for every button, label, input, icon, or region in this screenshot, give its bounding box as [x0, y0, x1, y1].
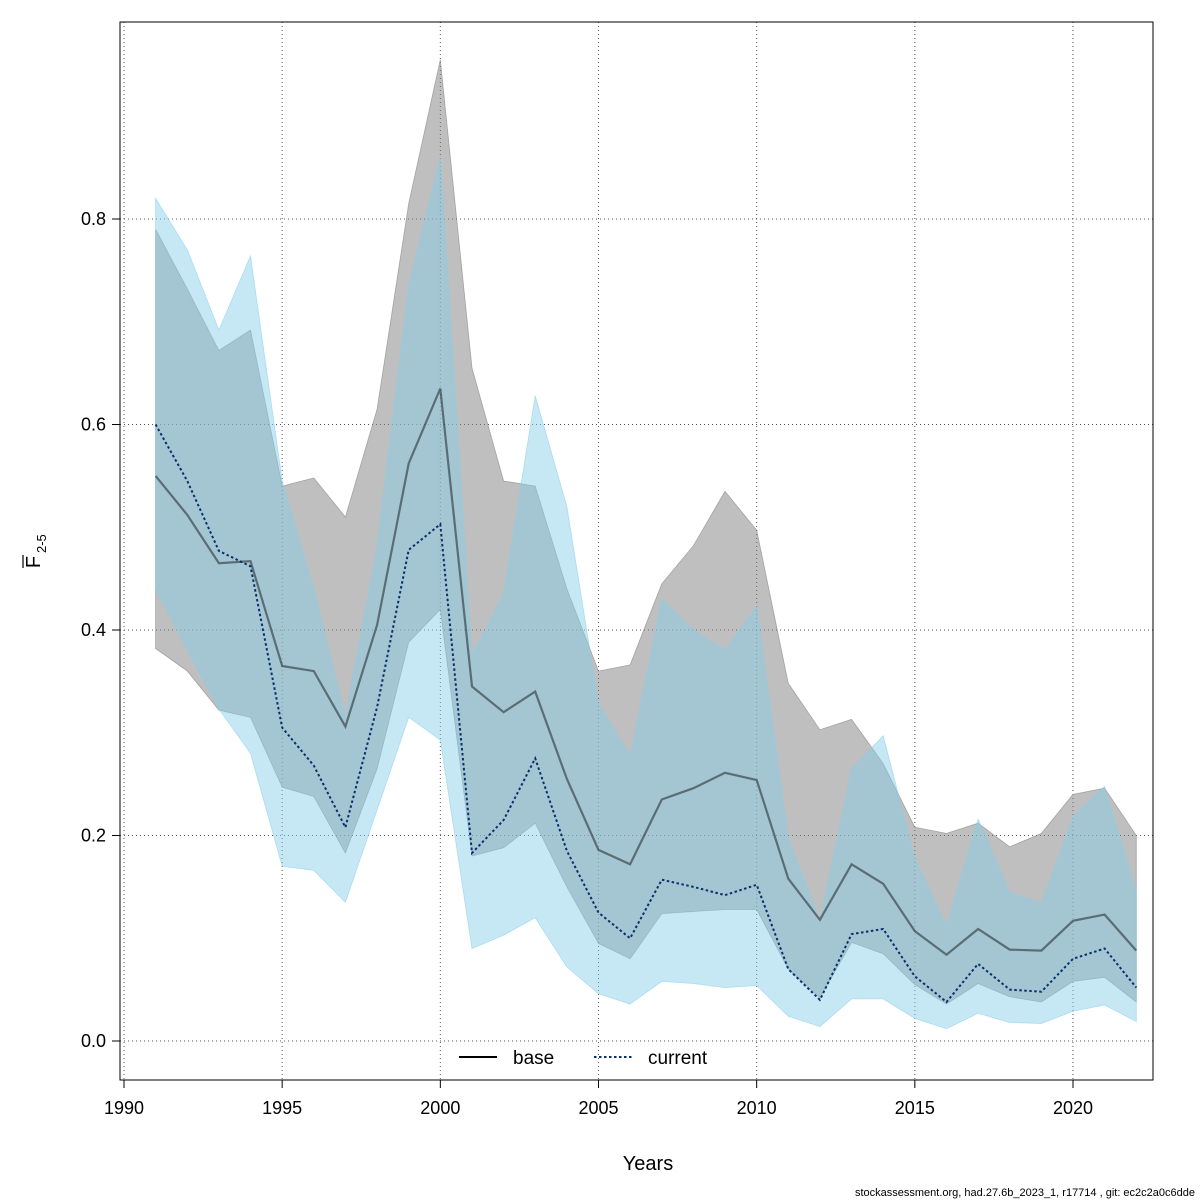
x-tick-label: 2020: [1053, 1098, 1093, 1118]
x-tick-label: 1990: [104, 1098, 144, 1118]
y-tick-label: 0.6: [81, 415, 106, 435]
x-tick-label: 2005: [578, 1098, 618, 1118]
confidence-bands: [155, 59, 1137, 1030]
legend: base current: [459, 1048, 708, 1069]
x-tick-label: 1995: [262, 1098, 302, 1118]
axes: 1990 1995 2000 2005 2010 2015 2020 0.0 0.2 0.4 0.6…: [81, 209, 1093, 1118]
y-axis-title: F 2-5: [22, 534, 49, 568]
confidence-band-current: [155, 157, 1137, 1030]
y-axis-title-main: F: [23, 556, 45, 568]
x-tick-label: 2000: [420, 1098, 460, 1118]
series-line-current: [154, 424, 1138, 1004]
y-tick-label: 0.8: [81, 209, 106, 229]
y-tick-label: 0.2: [81, 826, 106, 846]
y-tick-label: 0.4: [81, 620, 106, 640]
footer-text: stockassessment.org, had.27.6b_2023_1, r…: [855, 1187, 1195, 1199]
x-tick-label: 2010: [737, 1098, 777, 1118]
series-lines: [154, 388, 1138, 1004]
x-axis-title: Years: [623, 1153, 673, 1175]
y-axis-title-subscript: 2-5: [34, 534, 49, 553]
legend-label-base: base: [513, 1048, 554, 1069]
x-tick-label: 2015: [895, 1098, 935, 1118]
series-line-base: [154, 388, 1138, 957]
y-tick-label: 0.0: [81, 1031, 106, 1051]
legend-label-current: current: [648, 1048, 708, 1069]
